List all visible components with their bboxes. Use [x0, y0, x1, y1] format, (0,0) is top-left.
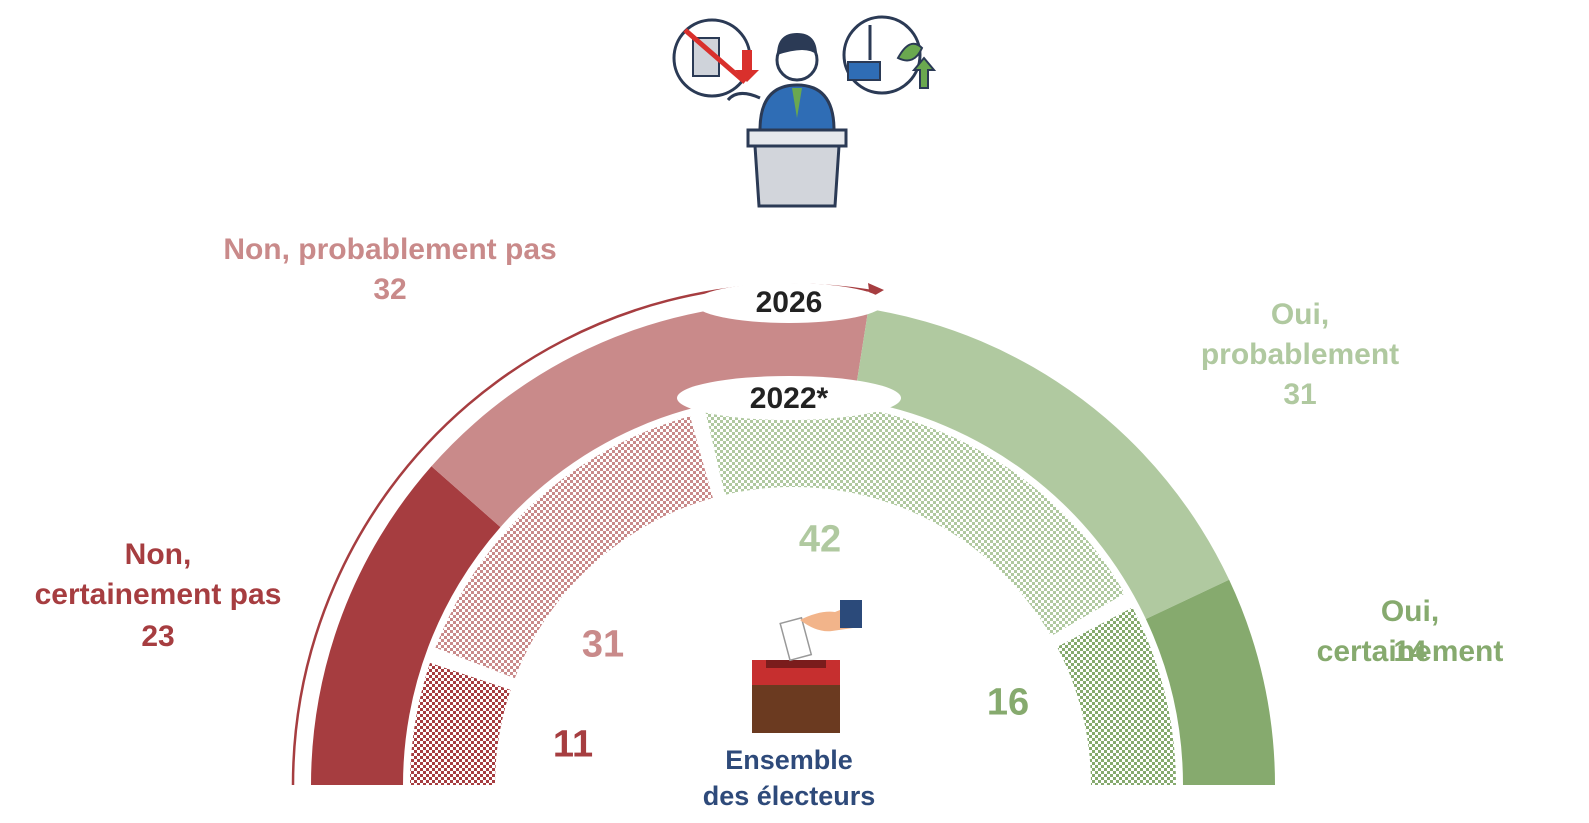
- value-label: 31: [1283, 375, 1316, 415]
- category-label: Oui, probablement: [1201, 295, 1399, 375]
- chart: 2026 2022* Non, certainement pas23 Non, p…: [0, 0, 1589, 823]
- caption: Ensemble des électeurs: [703, 742, 876, 814]
- segment: [410, 663, 511, 785]
- year-label: 2022*: [750, 382, 829, 415]
- year-label: 2026: [756, 286, 823, 319]
- value-label: 14: [1393, 632, 1426, 672]
- value-label: 32: [373, 270, 406, 310]
- value-label: 16: [987, 682, 1029, 725]
- category-label: Non, probablement pas: [223, 230, 556, 270]
- value-label: 11: [553, 724, 593, 767]
- value-label: 31: [582, 624, 624, 667]
- value-label: 42: [799, 519, 841, 562]
- category-label: Non, certainement pas: [35, 535, 282, 615]
- speaker-icon: [674, 17, 934, 206]
- value-label: 23: [141, 617, 174, 657]
- chart-svg: 2026 2022*: [0, 0, 1589, 823]
- ballot-icon: [752, 600, 862, 733]
